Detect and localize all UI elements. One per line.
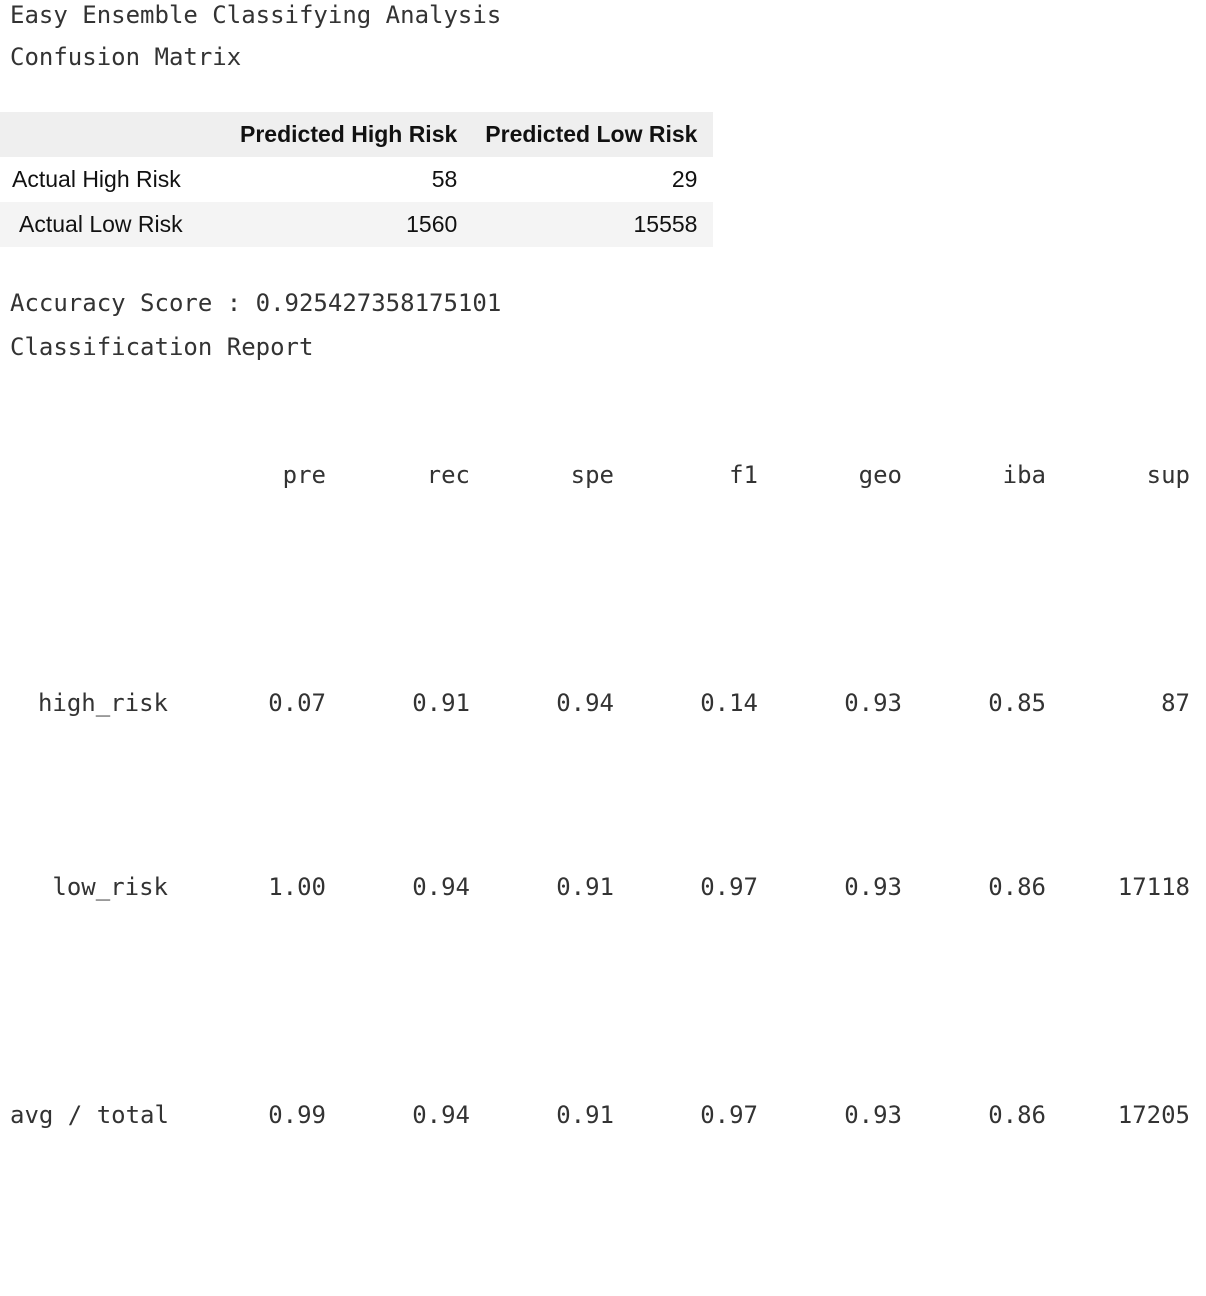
report-cell: 0.86 [988,1101,1046,1129]
report-cell: 0.97 [700,1101,758,1129]
table-row: Actual High Risk 58 29 [0,157,713,202]
report-cell: 0.91 [412,689,470,717]
table-cell: 58 [431,166,458,192]
confusion-matrix-corner-cell [0,112,228,157]
report-cell: 0.93 [844,689,902,717]
confusion-matrix-header-row: Predicted High Risk Predicted Low Risk [0,112,714,157]
report-cell: 0.93 [844,873,902,901]
report-cell: 0.85 [988,689,1046,717]
row-label-actual-high-risk: Actual High Risk [12,166,181,192]
classification-report: pre rec spe f1 geo iba sup high_risk 0.0… [0,376,1190,1158]
confusion-matrix-table: Predicted High Risk Predicted Low Risk A… [0,112,714,247]
classification-report-heading: Classification Report [10,333,314,361]
table-row: Actual Low Risk 1560 15558 [0,202,714,247]
analysis-title: Easy Ensemble Classifying Analysis [10,1,502,29]
report-cell: 1.00 [268,873,326,901]
report-cell: 0.99 [268,1101,326,1129]
report-row-high-risk: high_risk 0.07 0.91 0.94 0.14 0.93 0.85 … [0,688,1190,718]
report-spacer [0,546,58,604]
report-row-label: low_risk [52,873,168,901]
report-column-header: iba [1002,461,1046,489]
report-cell: 17118 [1117,873,1190,901]
report-column-header: pre [282,461,326,489]
report-cell: 0.91 [556,1101,614,1129]
report-cell: 87 [1161,689,1190,717]
table-cell: 1560 [406,211,458,237]
report-row-low-risk: low_risk 1.00 0.94 0.91 0.97 0.93 0.86 1… [0,872,1190,902]
report-cell: 0.94 [412,873,470,901]
report-column-header: f1 [729,461,758,489]
report-cell: 0.91 [556,873,614,901]
report-column-header: sup [1146,461,1190,489]
report-column-header: rec [426,461,470,489]
report-column-header: geo [858,461,902,489]
report-row-avg-total: avg / total 0.99 0.94 0.91 0.97 0.93 0.8… [0,1100,1190,1130]
report-cell: 0.97 [700,873,758,901]
report-cell: 0.07 [268,689,326,717]
report-cell: 0.93 [844,1101,902,1129]
table-cell: 29 [671,166,698,192]
report-cell: 0.86 [988,873,1046,901]
report-cell: 17205 [1117,1101,1190,1129]
column-header-predicted-high-risk: Predicted High Risk [240,121,458,147]
report-column-header: spe [570,461,614,489]
report-cell: 0.94 [412,1101,470,1129]
row-label-actual-low-risk: Actual Low Risk [19,211,183,237]
report-spacer [0,958,58,1016]
report-header-row: pre rec spe f1 geo iba sup [0,460,1190,490]
report-cell: 0.94 [556,689,614,717]
report-cell: 0.14 [700,689,758,717]
report-spacer [0,774,58,788]
report-row-label: high_risk [37,689,168,717]
column-header-predicted-low-risk: Predicted Low Risk [485,121,698,147]
table-cell: 15558 [633,211,698,237]
accuracy-score-text: Accuracy Score : 0.925427358175101 [10,289,502,317]
confusion-matrix-heading: Confusion Matrix [10,43,242,71]
report-row-label: avg / total [10,1101,169,1129]
